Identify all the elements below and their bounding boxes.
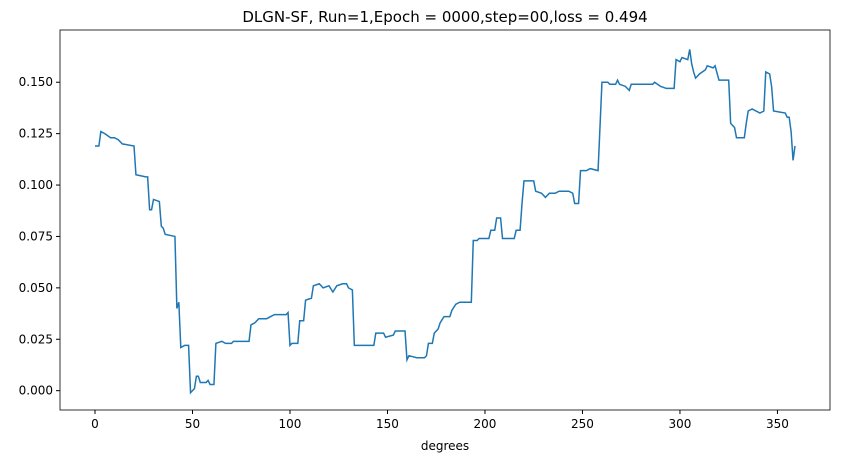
y-tick-label: 0.025 (19, 332, 53, 346)
y-tick-label: 0.000 (19, 384, 53, 398)
y-tick-label: 0.075 (19, 229, 53, 243)
x-tick-label: 350 (766, 417, 789, 431)
y-tick-label: 0.050 (19, 281, 53, 295)
x-tick-label: 200 (474, 417, 497, 431)
x-tick-label: 0 (91, 417, 99, 431)
x-tick-label: 150 (376, 417, 399, 431)
plot-frame (59, 29, 831, 411)
x-tick-label: 300 (669, 417, 692, 431)
x-axis-label: degrees (421, 439, 469, 453)
y-tick-label: 0.150 (19, 75, 53, 89)
y-tick-label: 0.100 (19, 178, 53, 192)
line (95, 49, 796, 395)
x-tick-label: 100 (279, 417, 302, 431)
x-tick-label: 250 (571, 417, 594, 431)
x-tick-label: 50 (185, 417, 200, 431)
chart-title: DLGN-SF, Run=1,Epoch = 0000,step=00,loss… (242, 8, 647, 26)
y-tick-label: 0.125 (19, 127, 53, 141)
